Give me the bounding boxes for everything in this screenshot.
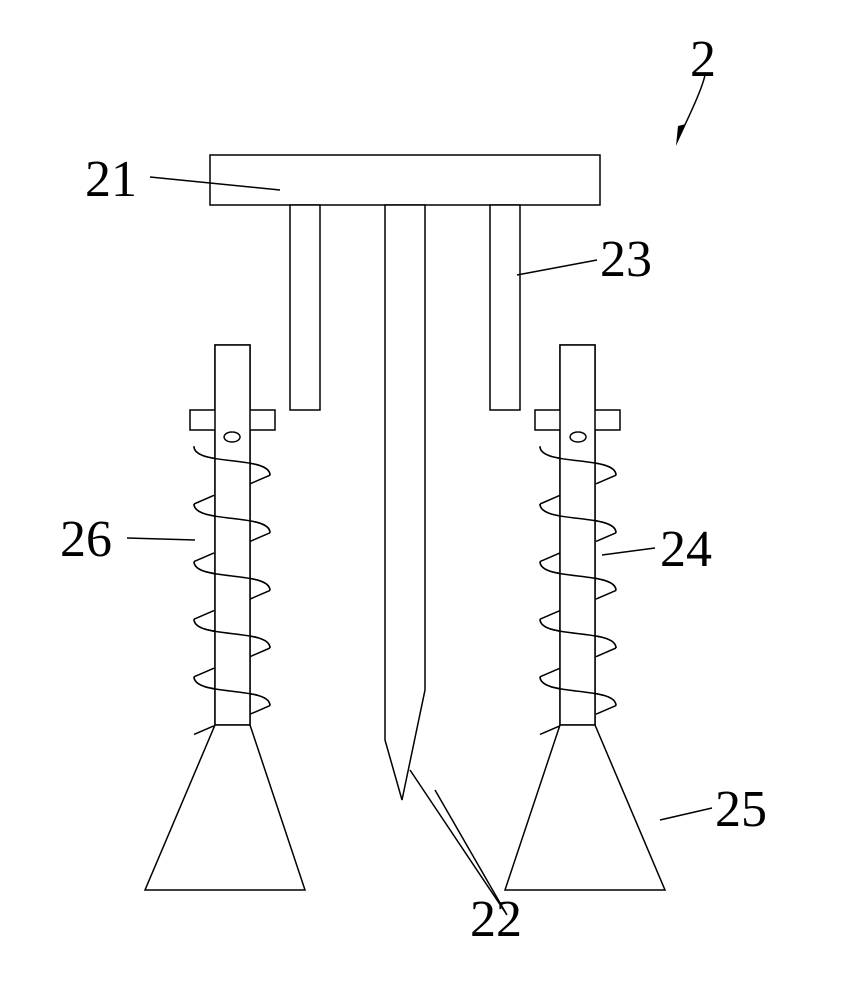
label-23: 23: [600, 230, 652, 289]
label-24: 24: [660, 520, 712, 579]
label-22: 22: [470, 890, 522, 949]
label-25: 25: [715, 780, 767, 839]
label-2: 2: [690, 30, 716, 89]
label-26: 26: [60, 510, 112, 569]
label-21: 21: [85, 150, 137, 209]
